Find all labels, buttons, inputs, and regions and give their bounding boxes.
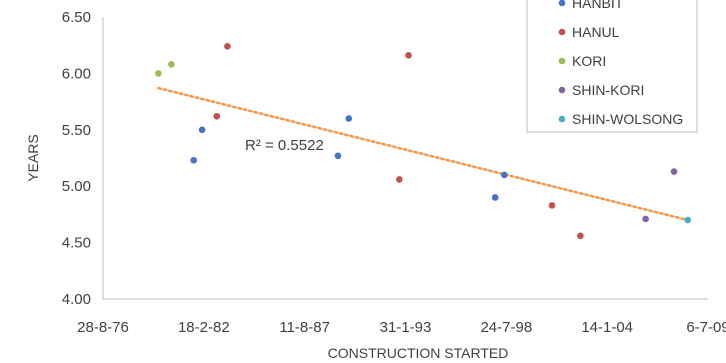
y-tick-label: 6.00 (62, 65, 91, 82)
data-point-kori (155, 70, 162, 77)
data-point-hanbit (501, 171, 508, 179)
data-point-shin-wolsong (684, 216, 692, 224)
data-point-shin-kori (670, 168, 678, 175)
legend-marker-hanbit (558, 0, 566, 7)
legend-marker-shin-kori (558, 86, 566, 94)
y-tick-label: 6.50 (62, 9, 91, 26)
legend-label-shin-kori: SHIN-KORI (572, 82, 644, 98)
y-tick-label: 5.00 (62, 178, 91, 195)
trendline (157, 86, 690, 222)
legend-label-shin-wolsong: SHIN-WOLSONG (572, 111, 683, 127)
x-axis-title: CONSTRUCTION STARTED (328, 345, 509, 361)
data-point-hanbit (334, 152, 342, 160)
legend-marker-shin-wolsong (558, 115, 566, 123)
data-point-hanul (577, 232, 584, 240)
legend-label-hanul: HANUL (572, 24, 620, 40)
y-tick-label: 4.00 (62, 291, 91, 308)
data-point-hanbit (190, 156, 197, 164)
x-tick-label: 18-2-82 (178, 319, 230, 336)
x-tick-label: 6-7-09 (686, 319, 726, 336)
legend-label-hanbit: HANBIT (572, 0, 624, 11)
legend: HANBIT HANUL KORI SHIN-KORI SHIN-WOLSONG (526, 0, 698, 133)
data-point-hanul (224, 43, 231, 50)
legend-label-kori: KORI (572, 53, 606, 69)
legend-marker-hanul (558, 28, 566, 36)
x-tick-label: 11-8-87 (279, 319, 330, 336)
data-point-hanul (548, 202, 556, 209)
data-points (155, 43, 692, 240)
x-tick-label: 14-1-04 (581, 319, 633, 336)
data-point-kori (168, 61, 175, 68)
y-tick-labels: 4.00 4.50 5.00 5.50 6.00 6.50 (62, 9, 91, 308)
x-tick-label: 24-7-98 (480, 319, 532, 336)
x-tick-label: 28-8-76 (77, 319, 129, 336)
data-point-hanbit (198, 126, 206, 134)
data-point-hanul (396, 176, 403, 183)
r-squared-annotation: R² = 0.5522 (245, 137, 324, 154)
data-point-shin-kori (642, 215, 649, 223)
data-point-hanul (213, 112, 221, 120)
x-tick-labels: 28-8-76 18-2-82 11-8-87 31-1-93 24-7-98 14-1-… (77, 319, 726, 336)
data-point-hanbit (345, 115, 353, 122)
legend-box (526, 0, 698, 133)
x-tick-label: 31-1-93 (380, 319, 432, 336)
y-tick-label: 4.50 (62, 235, 91, 252)
y-axis-title: YEARS (25, 134, 41, 181)
y-tick-label: 5.50 (62, 122, 91, 139)
data-point-hanul (405, 52, 412, 59)
data-point-hanbit (491, 194, 499, 201)
legend-marker-kori (558, 57, 566, 65)
